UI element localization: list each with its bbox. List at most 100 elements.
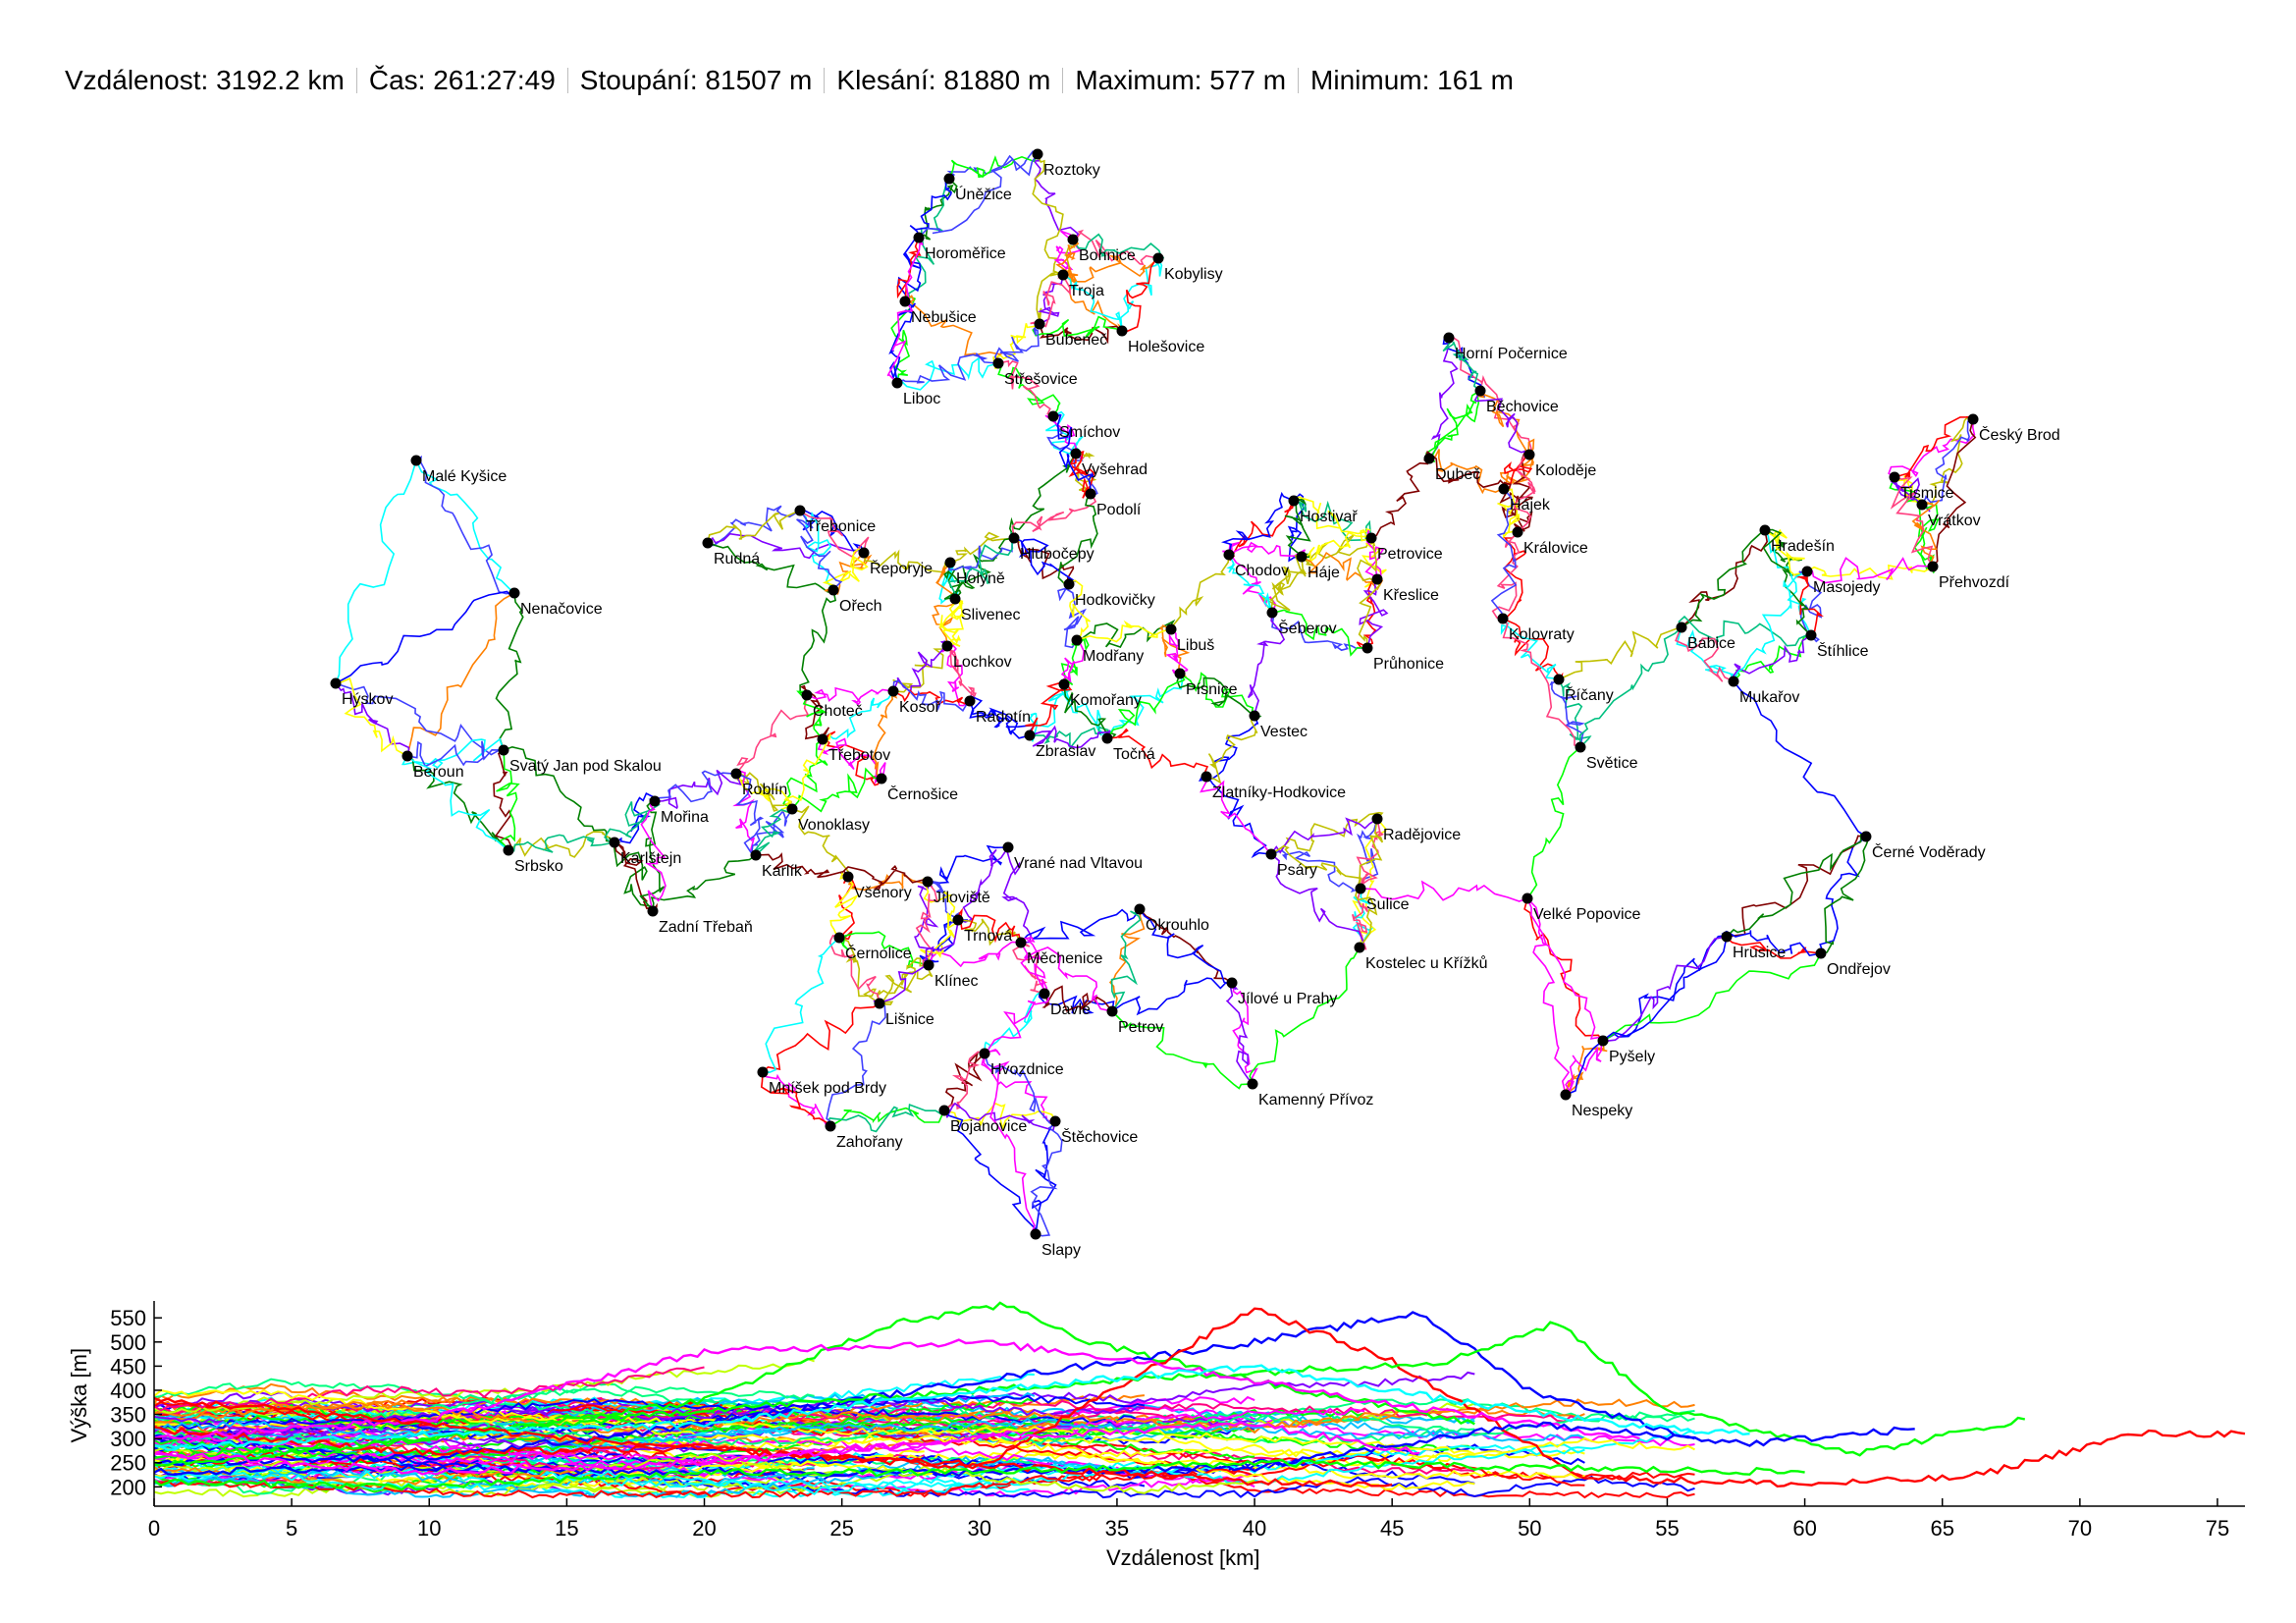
place-label: Zahořany (836, 1134, 903, 1151)
x-tick-label: 55 (1655, 1516, 1679, 1541)
route-track (1352, 887, 1374, 948)
route-track (1360, 880, 1528, 902)
place-dot (887, 685, 899, 697)
route-track (1076, 619, 1176, 648)
route-track (1226, 554, 1273, 614)
route-track (941, 644, 971, 707)
place-label: Roztoky (1043, 162, 1100, 179)
route-track (1293, 496, 1372, 539)
route-track (1578, 626, 1682, 748)
place-marker: Český Brod (1967, 413, 2060, 444)
route-track (1139, 908, 1237, 991)
route-track (755, 852, 849, 879)
elevation-series-line (153, 1464, 926, 1497)
place-markers: Roztoky Úněžice Horoměřice Bohnice Kobylisy T… (330, 148, 2060, 1259)
route-track (1425, 390, 1481, 460)
place-dot (794, 505, 806, 516)
place-marker: Horní Počernice (1443, 332, 1568, 362)
place-label: Běchovice (1486, 399, 1559, 415)
route-track (639, 797, 666, 912)
route-track (707, 542, 836, 593)
route-track (943, 1102, 1056, 1132)
stat-item: Maximum: 577 m (1075, 65, 1287, 95)
place-dot (1759, 524, 1771, 536)
route-track (969, 700, 1031, 739)
route-track (783, 733, 831, 810)
place-marker: Ořech (828, 584, 882, 615)
route-track (892, 679, 971, 713)
place-label: Malé Kyšice (422, 468, 507, 485)
place-dot (1443, 332, 1455, 344)
route-track (640, 797, 667, 912)
elevation-series-line (153, 1366, 705, 1412)
route-track (1565, 1040, 1608, 1096)
place-marker: Radotín (964, 695, 1031, 726)
place-dot (1034, 318, 1045, 330)
route-track (886, 237, 924, 384)
place-marker: Klínec (923, 959, 978, 990)
place-dot (952, 914, 964, 926)
route-tracks (335, 149, 1977, 1237)
route-track (799, 589, 837, 696)
place-marker: Zbraslav (1024, 730, 1095, 760)
place-marker: Tismice (1889, 471, 1954, 502)
route-track (943, 1051, 986, 1111)
route-track (893, 356, 999, 391)
y-tick-label: 550 (110, 1306, 146, 1330)
place-marker: Třebotov (817, 733, 890, 764)
route-track (1072, 229, 1159, 266)
route-track (1806, 557, 1934, 584)
route-track (1121, 252, 1164, 333)
route-track (1032, 153, 1064, 276)
place-label: Bubeneč (1045, 332, 1107, 349)
place-marker: Přehvozdí (1927, 561, 2010, 591)
route-track (1063, 579, 1091, 641)
place-label: Trnová (964, 928, 1012, 945)
y-tick-label: 400 (110, 1379, 146, 1403)
y-tick-label: 450 (110, 1354, 146, 1379)
route-track (896, 352, 999, 384)
place-label: Svatý Jan pod Skalou (509, 758, 662, 775)
route-track (1357, 537, 1381, 649)
route-track (335, 682, 505, 756)
place-marker: Nespeky (1560, 1089, 1632, 1119)
place-label: Černolice (845, 944, 912, 962)
route-track (1203, 774, 1272, 859)
route-track (1473, 390, 1530, 456)
stats-bar: Vzdálenost: 3192.2 km Čas: 261:27:49 Stoup… (65, 65, 1514, 96)
x-tick-label: 65 (1930, 1516, 1953, 1541)
place-marker: Hýskov (330, 677, 393, 708)
route-track (799, 510, 834, 591)
route-track (1032, 153, 1080, 241)
y-axis-title: Výška [m] (67, 1348, 91, 1443)
place-label: Hlubočepy (1020, 546, 1095, 563)
route-track (1072, 233, 1165, 260)
route-track (1205, 715, 1258, 784)
route-track (1889, 476, 1934, 570)
route-track (897, 232, 926, 303)
place-dot (874, 998, 885, 1009)
place-marker: Trnová (952, 914, 1012, 945)
place-dot (1201, 771, 1212, 783)
place-marker: Třebonice (794, 505, 876, 535)
place-label: Komořany (1070, 692, 1142, 709)
elevation-series-line (153, 1398, 1695, 1434)
place-marker: Řeporyje (858, 547, 933, 577)
route-map: Roztoky Úněžice Horoměřice Bohnice Kobylisy T… (330, 148, 2060, 1259)
place-marker: Písnice (1174, 668, 1238, 698)
place-marker: Jílové u Prahy (1226, 977, 1337, 1007)
route-track (1008, 453, 1077, 539)
place-dot (1116, 325, 1128, 337)
route-track (648, 770, 740, 805)
route-track (335, 460, 417, 684)
place-label: Liboc (903, 391, 940, 407)
place-dot (1967, 413, 1979, 425)
place-dot (647, 905, 659, 917)
route-track (1030, 1120, 1063, 1237)
place-marker: Točná (1101, 732, 1155, 763)
route-track (918, 178, 958, 241)
place-dot (1067, 234, 1079, 245)
place-marker: Černé Voděrady (1860, 831, 1986, 861)
place-marker: Podolí (1085, 488, 1142, 518)
